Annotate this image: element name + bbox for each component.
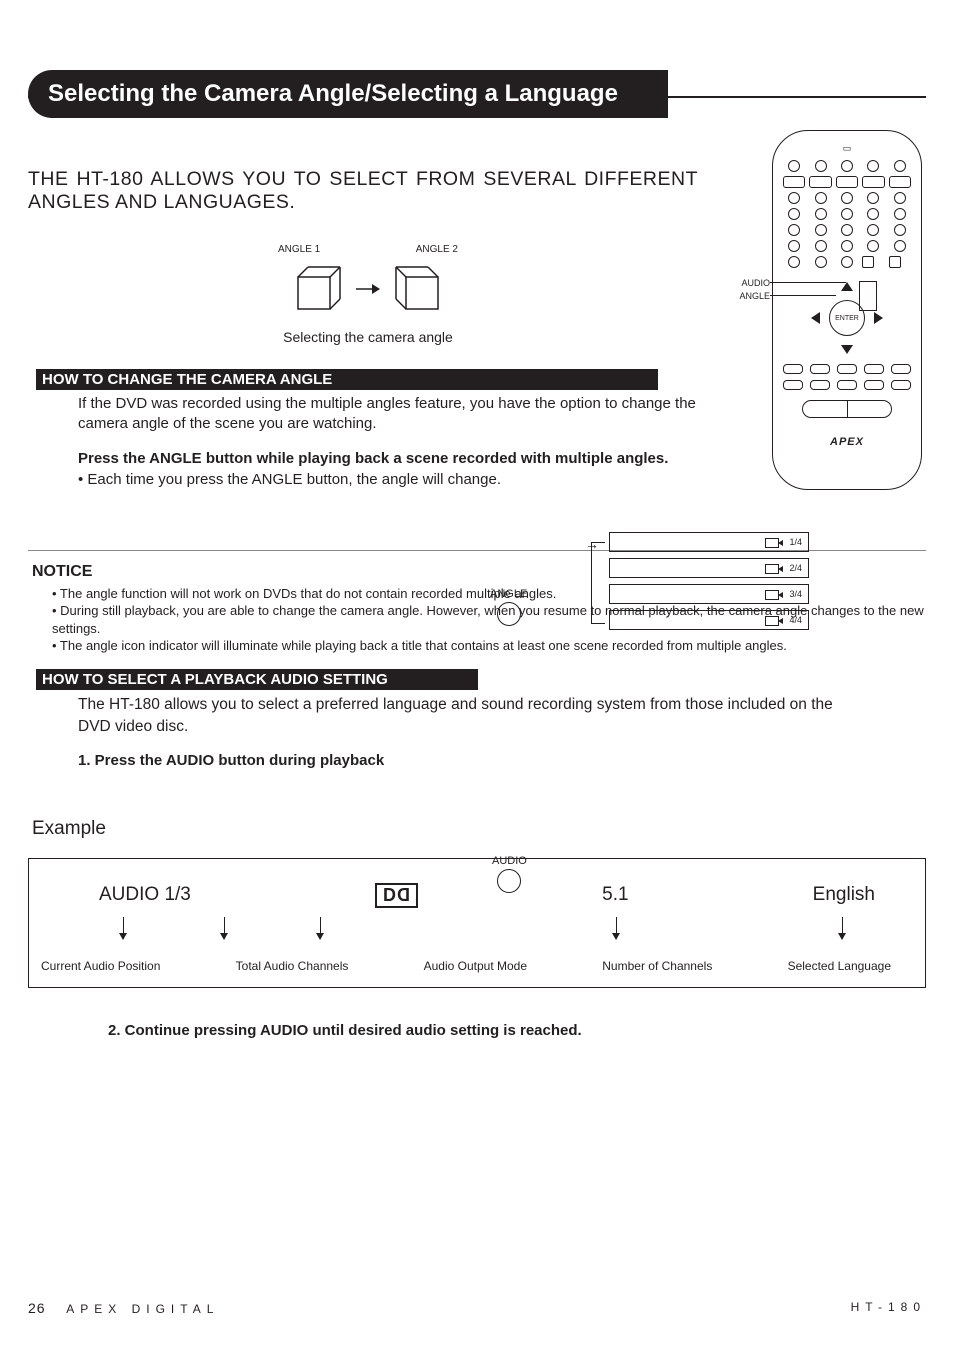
angle2-label: ANGLE 2 xyxy=(416,244,458,255)
footer-model: HT-180 xyxy=(851,1300,926,1316)
arrow-down-icon xyxy=(320,917,321,939)
angle-btn-label: ANGLE xyxy=(490,588,527,600)
camera-icon xyxy=(765,562,783,574)
remote-logo: APEX xyxy=(783,436,911,448)
camera-icon xyxy=(765,588,783,600)
example-box: AUDIO 1/3 DD 5.1 English Current Audio P… xyxy=(28,858,926,988)
arrow-down-icon xyxy=(616,917,617,939)
cube-icon xyxy=(392,261,444,317)
remote-callout-audio: AUDIO xyxy=(741,278,770,288)
osd-row: 2/4 xyxy=(609,558,809,578)
camera-icon xyxy=(765,536,783,548)
osd-row: 3/4 xyxy=(609,584,809,604)
example-language: English xyxy=(813,884,875,906)
remote-illustration: ▭ ENTER APEX xyxy=(772,130,922,490)
section-heading-audio: HOW TO SELECT A PLAYBACK AUDIO SETTING xyxy=(28,669,478,690)
footer-brand: APEX DIGITAL xyxy=(66,1302,219,1316)
section2-step1: 1. Press the AUDIO button during playbac… xyxy=(78,751,718,771)
label-output-mode: Audio Output Mode xyxy=(424,959,527,973)
angle-diagram: ANGLE 1 ANGLE 2 Selecting the camera ang… xyxy=(268,244,468,345)
remote-leader-line xyxy=(770,282,846,283)
section-heading-angle: HOW TO CHANGE THE CAMERA ANGLE xyxy=(28,369,658,390)
section2-step2: 2. Continue pressing AUDIO until desired… xyxy=(108,1022,926,1039)
round-button-icon xyxy=(497,602,521,626)
page-number: 26 xyxy=(28,1300,46,1316)
camera-icon xyxy=(765,614,783,626)
angle-button-diagram: ANGLE xyxy=(490,588,527,626)
label-selected-lang: Selected Language xyxy=(788,959,891,973)
cube-icon xyxy=(292,261,344,317)
label-current-pos: Current Audio Position xyxy=(41,959,160,973)
arrow-down-icon xyxy=(123,917,124,939)
remote-callout-angle: ANGLE xyxy=(739,291,770,301)
intro-text: THE HT-180 ALLOWS YOU TO SELECT FROM SEV… xyxy=(28,168,698,214)
remote-dpad: ENTER xyxy=(807,278,887,358)
section2-desc: The HT-180 allows you to select a prefer… xyxy=(78,694,858,737)
section1-step-bold: Press the ANGLE button while playing bac… xyxy=(78,449,718,469)
example-heading: Example xyxy=(32,818,926,840)
arrow-right-icon xyxy=(356,282,380,296)
diagram-caption: Selecting the camera angle xyxy=(268,329,468,345)
notice-bullet: • The angle icon indicator will illumina… xyxy=(52,637,926,655)
label-num-channels: Number of Channels xyxy=(602,959,712,973)
example-audio-text: AUDIO 1/3 xyxy=(99,884,191,906)
dolby-digital-icon: DD xyxy=(375,883,418,908)
arrow-down-icon xyxy=(842,917,843,939)
osd-row: 4/4 xyxy=(609,610,809,630)
page-title: Selecting the Camera Angle/Selecting a L… xyxy=(28,70,668,118)
osd-row: 1/4 xyxy=(609,532,809,552)
angle1-label: ANGLE 1 xyxy=(278,244,320,255)
label-total-channels: Total Audio Channels xyxy=(236,959,349,973)
bracket-icon xyxy=(591,542,605,624)
page-footer: 26 APEX DIGITAL HT-180 xyxy=(28,1300,926,1316)
angle-osd-diagram: → 1/4 2/4 3/4 4/4 xyxy=(609,532,809,636)
remote-leader-line xyxy=(770,295,836,296)
section1-desc: If the DVD was recorded using the multip… xyxy=(78,394,718,435)
example-channels: 5.1 xyxy=(602,884,628,906)
arrow-down-icon xyxy=(224,917,225,939)
